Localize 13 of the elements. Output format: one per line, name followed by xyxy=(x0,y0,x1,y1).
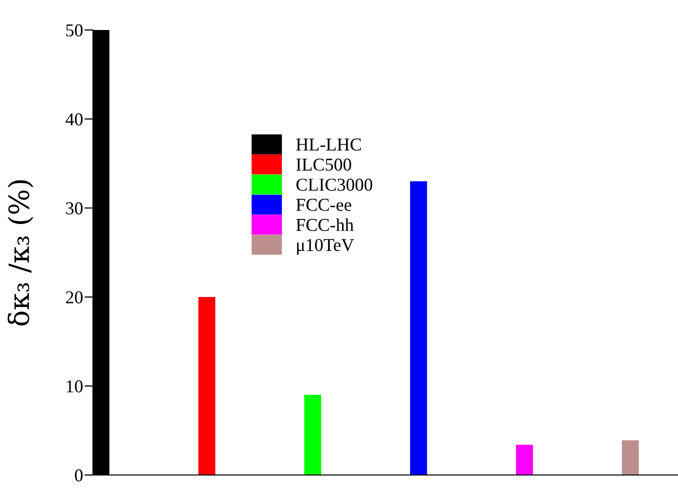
y-axis-title: δκ₃ /κ₃ (%) xyxy=(8,180,34,326)
legend-label: CLIC3000 xyxy=(296,178,372,191)
legend-label: FCC-ee xyxy=(296,198,352,211)
y-tick-label: 20 xyxy=(66,291,83,304)
legend-label: HL-LHC xyxy=(296,138,361,151)
y-tick-label: 10 xyxy=(66,380,83,392)
legend-label: ILC500 xyxy=(296,158,352,171)
legend-label: μ10TeV xyxy=(297,238,354,255)
y-tick-label: 0 xyxy=(74,469,83,482)
legend-label: FCC-hh xyxy=(296,218,354,232)
y-tick-label: 30 xyxy=(66,202,83,214)
y-tick-label: 40 xyxy=(66,113,83,126)
y-tick-label: 50 xyxy=(66,24,83,36)
